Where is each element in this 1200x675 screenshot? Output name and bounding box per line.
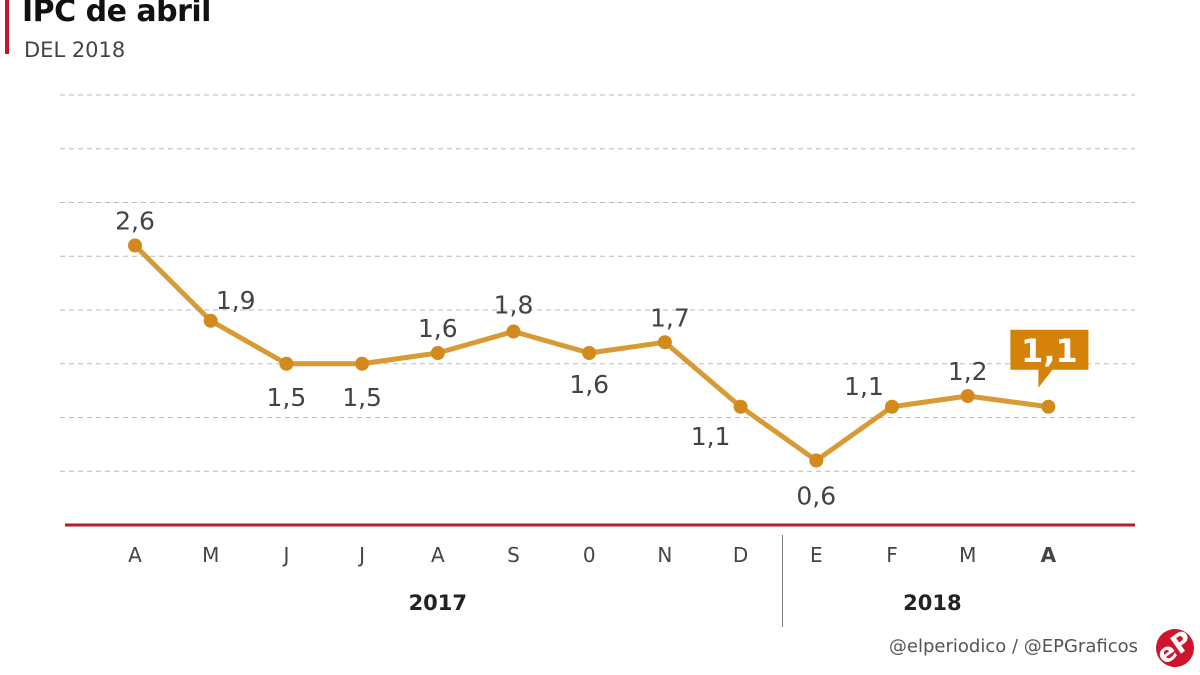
x-tick-label: A — [1041, 543, 1057, 567]
x-tick-label: A — [128, 543, 142, 567]
x-tick-label: J — [281, 543, 289, 567]
data-label: 1,7 — [650, 303, 690, 332]
data-point — [355, 356, 370, 371]
data-label: 1,5 — [342, 383, 382, 412]
data-label: 0,6 — [796, 482, 836, 511]
data-point — [657, 335, 672, 350]
data-label: 1,6 — [418, 314, 458, 343]
year-group-label: 2018 — [903, 591, 961, 615]
data-label: 1,8 — [494, 291, 534, 320]
data-label: 1,6 — [569, 370, 609, 399]
year-group-label: 2017 — [409, 591, 467, 615]
chart-title: IPC de abril — [22, 0, 211, 29]
x-tick-label: S — [507, 543, 520, 567]
title-accent-bar — [5, 0, 9, 54]
highlight-callout: 1,1 — [1010, 329, 1089, 388]
data-point — [885, 399, 899, 414]
data-point — [279, 356, 294, 371]
data-point — [809, 453, 824, 468]
data-label: 1,2 — [948, 357, 988, 386]
x-tick-label: J — [357, 543, 365, 567]
x-tick-label: M — [959, 543, 976, 567]
x-tick-label: A — [431, 543, 445, 567]
data-point — [430, 346, 445, 360]
x-tick-label: N — [657, 543, 672, 567]
x-tick-label: E — [810, 543, 823, 567]
data-label: 2,6 — [115, 207, 155, 236]
data-point — [128, 238, 142, 253]
x-tick-label: D — [733, 543, 748, 567]
data-point — [1041, 399, 1056, 414]
x-tick-label: F — [886, 543, 898, 567]
data-point — [733, 399, 748, 414]
chart-subtitle: DEL 2018 — [24, 38, 126, 62]
data-label: 1,5 — [267, 383, 307, 412]
data-point — [960, 389, 975, 403]
data-label: 1,1 — [844, 372, 884, 401]
credit-text: @elperiodico / @EPGraficos — [888, 636, 1138, 657]
x-tick-label: M — [202, 543, 219, 567]
data-label: 1,1 — [691, 422, 731, 451]
data-point — [582, 346, 597, 360]
data-point — [203, 313, 218, 328]
x-tick-label: 0 — [583, 543, 596, 567]
callout-box — [1010, 329, 1089, 388]
data-point — [506, 324, 521, 339]
callout-value: 1,1 — [1021, 332, 1078, 370]
data-label: 1,9 — [216, 286, 256, 315]
